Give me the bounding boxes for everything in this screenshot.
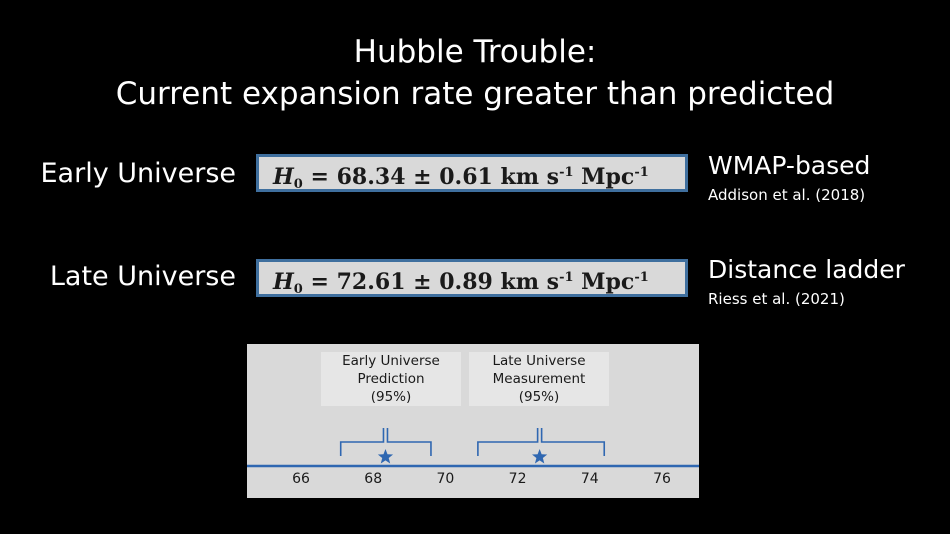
title-line-2: Current expansion rate greater than pred… xyxy=(115,76,835,112)
hubble-symbol: H xyxy=(273,269,294,295)
unit-mpc: Mpc xyxy=(573,164,635,190)
late-source-citation: Riess et al. (2021) xyxy=(708,290,845,308)
unit-exponent-2: -1 xyxy=(634,270,649,285)
title-line-1: Hubble Trouble: xyxy=(353,34,597,70)
hubble-subscript: 0 xyxy=(293,177,303,192)
x-tick-label: 70 xyxy=(436,471,454,487)
interval-bracket xyxy=(477,428,606,456)
late-interval-label-line-1: Late Universe xyxy=(492,353,586,369)
early-interval-label: Early Universe Prediction (95%) xyxy=(321,352,461,406)
late-source-main: Distance ladder xyxy=(708,255,905,284)
hubble-value: = 72.61 ± 0.89 km s xyxy=(310,269,560,295)
central-value-star xyxy=(532,449,548,464)
early-interval-label-line-2: Prediction xyxy=(357,371,425,387)
chart-canvas: 66 68 70 72 74 76 xyxy=(247,428,699,487)
central-value-star xyxy=(377,449,394,464)
late-interval-label: Late Universe Measurement (95%) xyxy=(469,352,609,406)
hubble-interval-chart: 66 68 70 72 74 76 Early Universe Prediction (… xyxy=(247,344,699,498)
x-tick-label: 66 xyxy=(292,471,310,487)
x-tick-label: 76 xyxy=(653,471,671,487)
early-universe-label: Early Universe xyxy=(40,158,236,189)
x-tick-label: 72 xyxy=(509,471,527,487)
hubble-symbol: H xyxy=(273,164,294,190)
late-interval-label-line-2: Measurement xyxy=(492,371,586,387)
early-universe-equation: H0 = 68.34 ± 0.61 km s-1 Mpc-1 xyxy=(256,154,688,192)
unit-mpc: Mpc xyxy=(573,269,635,295)
early-source-main: WMAP-based xyxy=(708,151,871,180)
x-tick-label: 68 xyxy=(364,471,382,487)
hubble-subscript: 0 xyxy=(293,282,303,297)
late-universe-equation: H0 = 72.61 ± 0.89 km s-1 Mpc-1 xyxy=(256,259,688,297)
early-interval-label-line-3: (95%) xyxy=(370,389,412,405)
unit-exponent-1: -1 xyxy=(559,165,574,180)
hubble-value: = 68.34 ± 0.61 km s xyxy=(310,164,560,190)
unit-exponent-1: -1 xyxy=(559,270,574,285)
interval-bracket xyxy=(339,428,432,456)
late-interval-label-line-3: (95%) xyxy=(518,389,560,405)
x-tick-label: 74 xyxy=(581,471,599,487)
late-universe-label: Late Universe xyxy=(49,261,236,292)
early-source-citation: Addison et al. (2018) xyxy=(708,186,866,204)
early-interval-label-line-1: Early Universe xyxy=(342,353,440,369)
unit-exponent-2: -1 xyxy=(634,165,649,180)
